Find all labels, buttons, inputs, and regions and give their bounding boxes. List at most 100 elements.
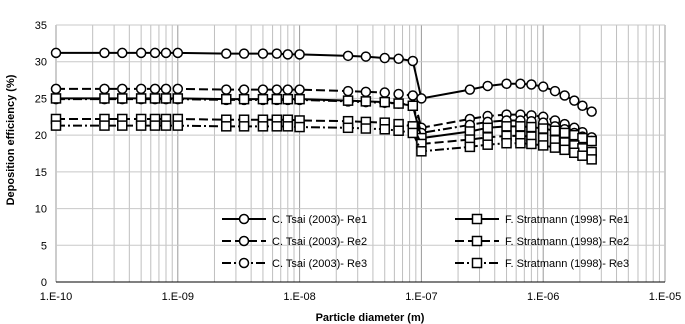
data-point-square xyxy=(135,93,147,104)
y-tick-label: 35 xyxy=(35,20,47,32)
data-point-square xyxy=(360,123,372,134)
data-point-square xyxy=(379,96,390,108)
data-point-square xyxy=(515,137,526,149)
data-point-circle xyxy=(569,95,580,106)
data-point-square xyxy=(238,93,250,105)
series-2 xyxy=(50,83,597,143)
data-point-circle xyxy=(238,257,250,269)
x-tick-label: 1.E-10 xyxy=(40,291,72,303)
y-tick-label: 5 xyxy=(41,240,47,252)
x-tick-label: 1.E-07 xyxy=(405,291,437,303)
data-point-square xyxy=(342,122,354,134)
y-tick-label: 0 xyxy=(41,277,47,289)
data-point-circle xyxy=(577,100,588,112)
data-point-circle xyxy=(238,84,250,95)
data-point-square xyxy=(549,125,561,136)
data-point-square xyxy=(559,144,570,156)
x-axis-tick-labels: 1.E-10 1.E-09 1.E-08 1.E-07 1.E-06 1.E-05 xyxy=(40,291,681,303)
data-point-square xyxy=(172,93,184,104)
x-tick-label: 1.E-08 xyxy=(283,291,315,303)
data-point-square xyxy=(393,125,404,136)
y-tick-label: 10 xyxy=(35,204,47,216)
x-tick-label: 1.E-09 xyxy=(162,291,194,303)
data-point-circle xyxy=(379,52,390,64)
data-point-circle xyxy=(407,90,419,101)
data-point-circle xyxy=(117,47,128,59)
data-point-square xyxy=(257,93,269,105)
data-point-square xyxy=(50,93,62,104)
legend: C. Tsai (2003)- Re1 C. Tsai (2003)- Re2 C.… xyxy=(222,213,629,270)
data-point-square xyxy=(537,140,549,151)
data-point-square xyxy=(471,257,483,269)
data-point-circle xyxy=(407,55,419,67)
legend-label: C. Tsai (2003)- Re3 xyxy=(272,258,367,270)
data-point-square xyxy=(549,142,561,153)
data-point-circle xyxy=(282,84,294,95)
series-1 xyxy=(50,47,597,117)
data-point-square xyxy=(99,120,110,131)
data-point-square xyxy=(586,135,597,147)
x-axis-title: Particle diameter (m) xyxy=(316,312,425,324)
data-point-circle xyxy=(257,84,269,95)
y-tick-label: 25 xyxy=(35,93,47,105)
data-point-square xyxy=(416,146,427,157)
data-point-circle xyxy=(501,78,512,89)
data-point-square xyxy=(149,120,161,131)
data-point-circle xyxy=(99,47,110,59)
data-point-square xyxy=(526,138,537,150)
data-point-circle xyxy=(271,84,283,95)
legend-item: F. Stratmann (1998)- Re3 xyxy=(455,257,629,270)
data-point-circle xyxy=(586,106,597,117)
data-point-square xyxy=(526,121,537,133)
data-point-circle xyxy=(172,83,184,95)
data-point-square xyxy=(221,93,232,105)
data-point-circle xyxy=(342,50,354,62)
y-axis-title: Deposition efficiency (%) xyxy=(5,74,17,205)
data-point-circle xyxy=(135,47,147,59)
data-point-square xyxy=(464,141,476,153)
data-point-circle xyxy=(360,51,372,62)
data-point-square xyxy=(99,93,110,104)
data-point-circle xyxy=(294,84,305,95)
data-point-square xyxy=(407,127,419,139)
data-point-square xyxy=(160,120,172,131)
data-point-square xyxy=(577,150,588,161)
data-point-square xyxy=(515,121,526,132)
data-point-circle xyxy=(160,83,172,95)
series-6 xyxy=(50,120,597,165)
data-point-circle xyxy=(160,47,172,59)
legend-label: F. Stratmann (1998)- Re3 xyxy=(505,258,629,270)
data-point-square xyxy=(149,93,161,104)
data-point-circle xyxy=(393,53,404,65)
data-point-circle xyxy=(464,84,476,95)
legend-item: C. Tsai (2003)- Re1 xyxy=(222,213,367,226)
data-point-circle xyxy=(526,79,537,90)
legend-item: C. Tsai (2003)- Re3 xyxy=(222,257,367,270)
data-point-circle xyxy=(379,87,390,98)
data-point-square xyxy=(271,93,283,105)
data-point-square xyxy=(586,154,597,165)
data-point-circle xyxy=(172,47,184,59)
legend-label: F. Stratmann (1998)- Re2 xyxy=(505,236,629,248)
data-point-square xyxy=(471,235,483,247)
y-tick-label: 30 xyxy=(35,57,47,69)
legend-label: C. Tsai (2003)- Re1 xyxy=(272,214,367,226)
data-point-square xyxy=(160,93,172,104)
data-point-circle xyxy=(221,48,232,59)
data-point-circle xyxy=(221,84,232,95)
data-point-square xyxy=(294,121,305,133)
data-point-square xyxy=(271,121,283,132)
data-point-square xyxy=(117,93,128,104)
data-point-square xyxy=(135,120,147,131)
data-point-square xyxy=(407,100,419,112)
data-point-circle xyxy=(416,93,427,104)
data-point-square xyxy=(501,137,512,149)
data-point-square xyxy=(282,93,294,105)
legend-label: F. Stratmann (1998)- Re1 xyxy=(505,214,629,226)
data-point-square xyxy=(221,121,232,132)
data-point-circle xyxy=(271,48,283,59)
legend-item: F. Stratmann (1998)- Re1 xyxy=(455,213,629,226)
data-point-circle xyxy=(294,49,305,60)
data-point-square xyxy=(501,121,512,132)
data-point-circle xyxy=(238,235,250,247)
